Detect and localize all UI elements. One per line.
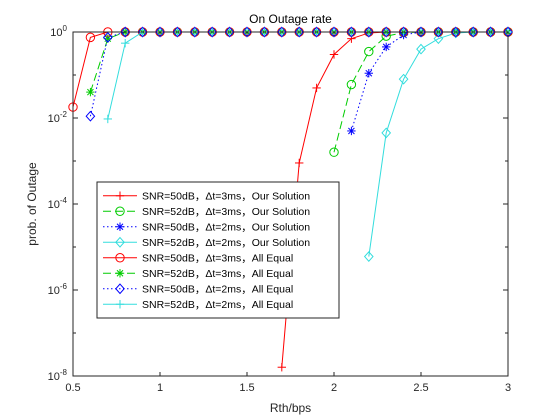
y-tick-exponent: -6 (60, 282, 68, 291)
y-tick-base: 10 (48, 113, 60, 125)
y-tick-exponent: -4 (60, 196, 68, 205)
legend-label: SNR=50dB，Δt=3ms，All Equal (142, 253, 293, 265)
y-tick-exponent: -8 (60, 368, 68, 377)
series-3-point-2 (365, 69, 373, 77)
x-tick-label: 0.5 (65, 382, 80, 394)
series-3-point-1 (347, 127, 355, 135)
legend-marker (116, 269, 124, 277)
chart-title: On Outage rate (249, 12, 332, 26)
legend: SNR=50dB，Δt=3ms，Our Solution SNR=52dB，Δt=… (97, 182, 339, 318)
x-tick-label: 3 (505, 382, 511, 394)
legend-label: SNR=50dB，Δt=2ms，All Equal (142, 284, 293, 296)
legend-label: SNR=50dB，Δt=2ms，Our Solution (142, 222, 310, 234)
legend-label: SNR=50dB，Δt=3ms，Our Solution (142, 191, 310, 203)
x-tick-label: 1.5 (239, 382, 254, 394)
x-tick-label: 2.5 (413, 382, 428, 394)
y-tick-base: 10 (48, 371, 60, 383)
y-tick-base: 10 (48, 199, 60, 211)
legend-label: SNR=52dB，Δt=2ms，Our Solution (142, 237, 310, 249)
y-tick-exponent: -2 (60, 110, 68, 119)
series-6-point-1 (86, 88, 94, 96)
series-3-point-3 (382, 43, 390, 51)
legend-label: SNR=52dB，Δt=2ms，All Equal (142, 299, 293, 311)
y-tick-base: 10 (48, 285, 60, 297)
legend-label: SNR=52dB，Δt=3ms，All Equal (142, 268, 293, 280)
x-tick-label: 1 (157, 382, 163, 394)
y-axis-label: prob. of Outage (25, 162, 39, 246)
x-tick-label: 2 (331, 382, 337, 394)
legend-label: SNR=52dB，Δt=3ms，Our Solution (142, 206, 310, 218)
legend-marker (116, 223, 124, 231)
y-tick-base: 10 (50, 27, 62, 39)
y-tick-exponent: 0 (63, 24, 68, 33)
x-axis-label: Rth/bps (270, 401, 311, 415)
